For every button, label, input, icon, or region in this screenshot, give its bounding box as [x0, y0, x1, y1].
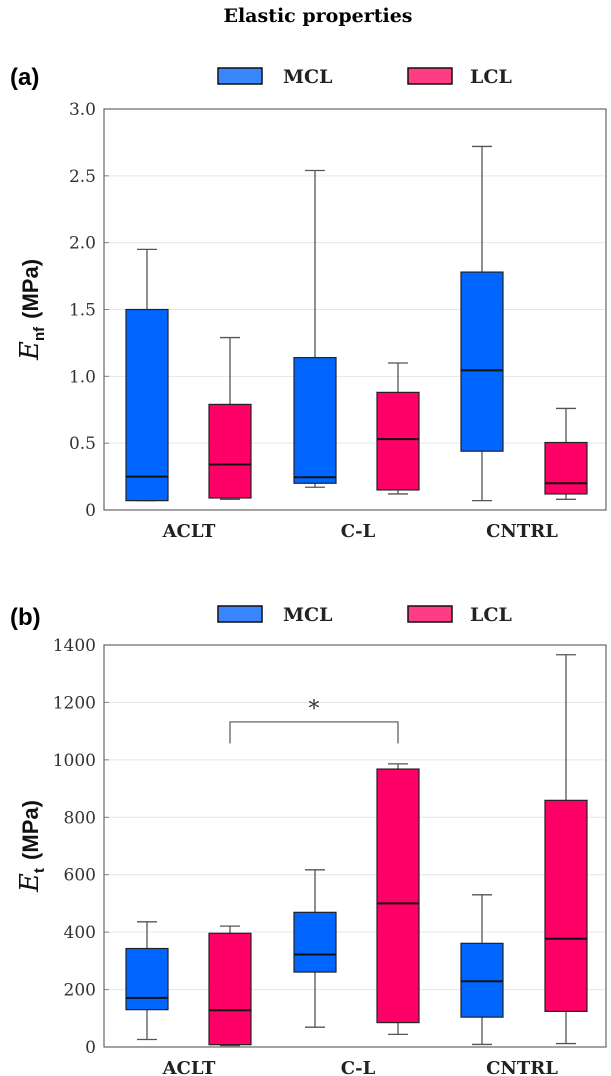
iqr-box [125, 308, 169, 502]
legend-swatch-mcl [217, 605, 263, 623]
plot-frame [103, 108, 607, 511]
y-tick-label: 600 [64, 866, 96, 886]
iqr-box [460, 271, 504, 452]
box-lcl-c-l [376, 362, 420, 495]
legend-swatch-lcl [407, 605, 453, 623]
panel-label: (a) [10, 64, 39, 91]
y-tick-label: 1.0 [69, 367, 96, 387]
y-tick-label: 0.5 [69, 434, 96, 454]
y-tick-label: 0 [85, 1038, 96, 1058]
y-axis-label: Et (MPa) [15, 800, 48, 893]
legend-label-mcl: MCL [283, 604, 333, 626]
box-mcl-cntrl [460, 894, 504, 1046]
y-label-symbol: E [15, 873, 45, 893]
iqr-box [293, 911, 337, 973]
panel-a: (a) MCL LCL 0 0.5 1.0 1.5 2.0 2.5 3.0 Enf (MPa) ACLT… [10, 64, 607, 542]
x-tick-label: C-L [341, 521, 376, 542]
y-tick-label: 200 [64, 981, 96, 1001]
y-tick-label: 800 [64, 808, 96, 828]
panel-label: (b) [10, 604, 41, 631]
legend-label-mcl: MCL [283, 66, 333, 88]
box-lcl-cntrl [544, 654, 588, 1045]
iqr-box [125, 947, 169, 1011]
x-tick-label: CNTRL [486, 521, 558, 542]
x-tick-label: C-L [341, 1058, 376, 1076]
iqr-box [293, 357, 337, 484]
y-tick-label: 2.0 [69, 234, 96, 254]
box-lcl-aclt [208, 336, 252, 500]
significance-bracket [229, 721, 399, 744]
y-axis-label: Enf (MPa) [15, 259, 48, 361]
x-tick-label: ACLT [162, 521, 216, 542]
legend-swatch-lcl [407, 67, 453, 85]
plot-frame [103, 644, 607, 1048]
y-label-symbol: E [15, 341, 45, 361]
figure-title: Elastic properties [223, 5, 412, 27]
y-tick-label: 1000 [53, 751, 96, 771]
y-label-unit: (MPa) [18, 259, 43, 319]
legend-label-lcl: LCL [470, 604, 512, 626]
iqr-box [208, 932, 252, 1046]
iqr-box [544, 799, 588, 1012]
legend-label-lcl: LCL [470, 66, 512, 88]
box-mcl-c-l [293, 869, 337, 1028]
significance-marker: * [309, 697, 320, 722]
y-tick-label: 2.5 [69, 167, 96, 187]
iqr-box [376, 391, 420, 491]
box-lcl-c-l [376, 763, 420, 1036]
y-label-subscript: nf [31, 326, 48, 341]
x-tick-label: ACLT [162, 1058, 216, 1076]
y-tick-label: 1400 [53, 636, 96, 656]
y-label-subscript: t [31, 868, 48, 873]
box-mcl-cntrl [460, 145, 504, 502]
y-tick-label: 400 [64, 923, 96, 943]
x-tick-label: CNTRL [486, 1058, 558, 1076]
box-mcl-c-l [293, 169, 337, 488]
box-lcl-cntrl [544, 407, 588, 500]
iqr-box [460, 942, 504, 1018]
legend-swatch-mcl [217, 67, 263, 85]
y-tick-label: 3.0 [69, 100, 96, 120]
box-mcl-aclt [125, 921, 169, 1041]
y-tick-label: 1200 [53, 693, 96, 713]
y-label-unit: (MPa) [18, 800, 43, 860]
iqr-box [376, 768, 420, 1024]
y-tick-label: 0 [85, 501, 96, 521]
iqr-box [544, 441, 588, 495]
panel-b: (b) MCL LCL 0 200 400 600 800 1000 1200 1400 Et (MPa… [10, 604, 607, 1076]
y-tick-label: 1.5 [69, 301, 96, 321]
iqr-box [208, 403, 252, 499]
box-mcl-aclt [125, 248, 169, 502]
box-lcl-aclt [208, 925, 252, 1047]
